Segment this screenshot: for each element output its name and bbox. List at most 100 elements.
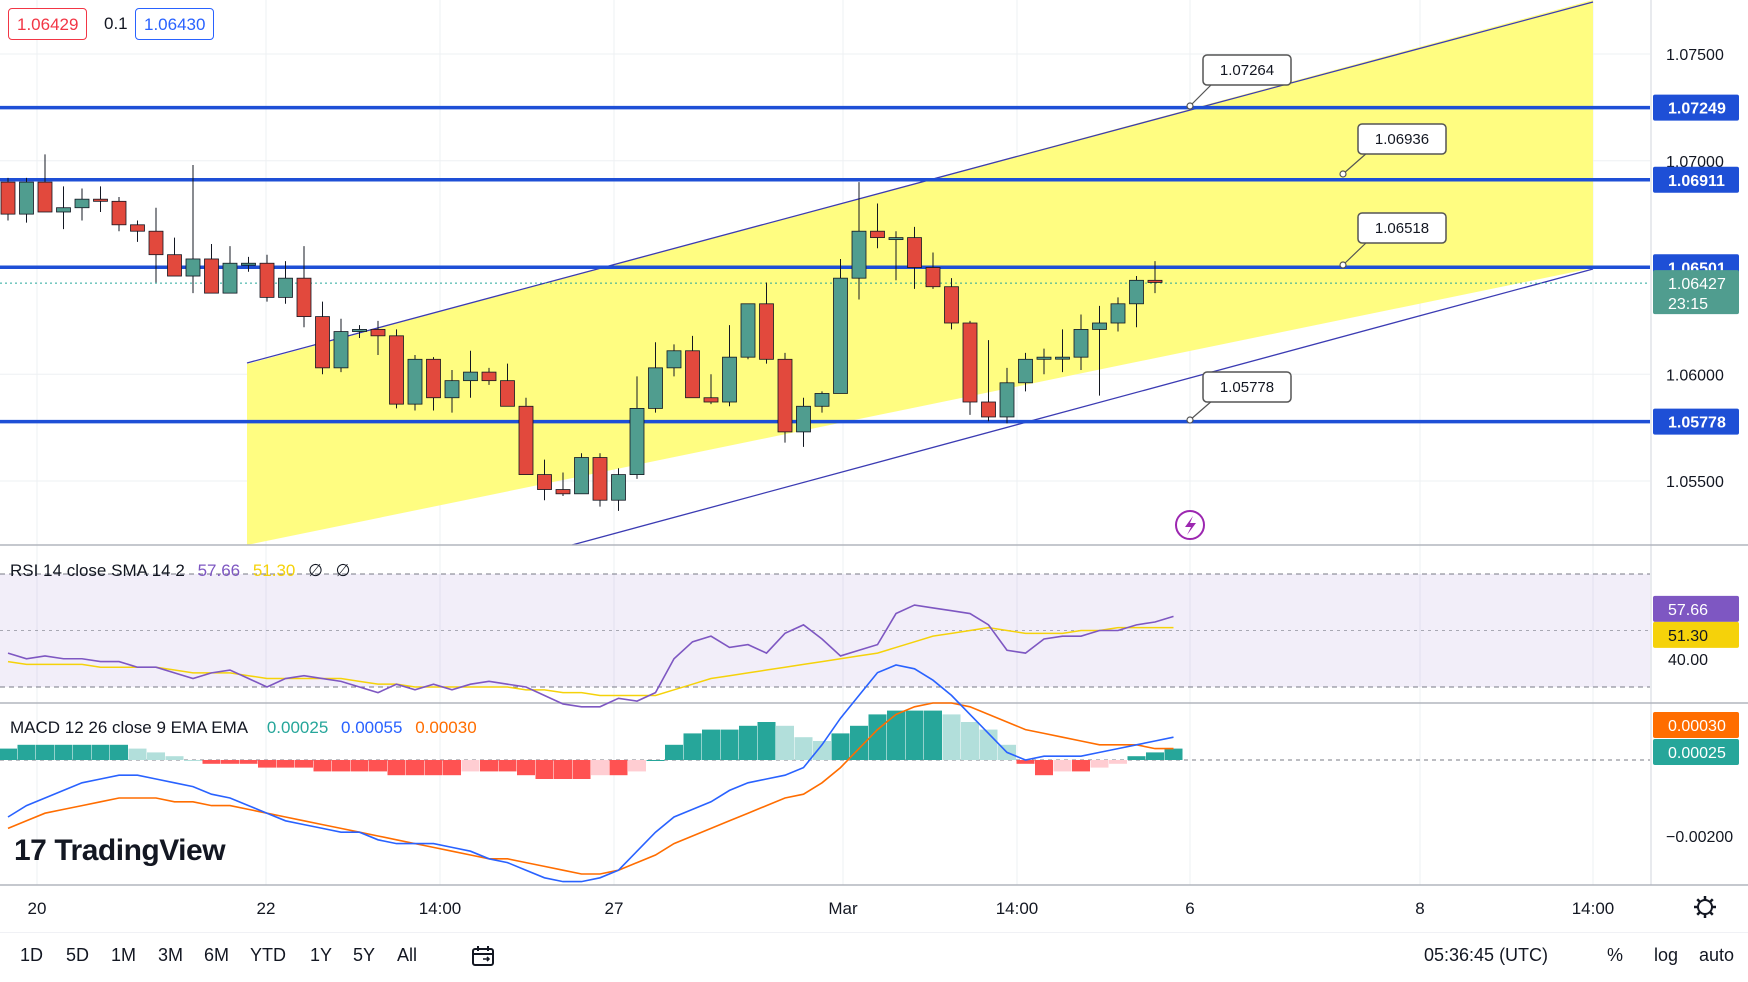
channel-upper-line (246, 1, 1594, 364)
time-axis-label: 8 (1415, 899, 1424, 918)
macd-histogram-bar (276, 760, 295, 768)
macd-signal-line (7, 702, 1174, 875)
rsi-legend-extra1: ∅ (308, 561, 323, 580)
candle-body (962, 322, 978, 403)
level-price-tag-label: 1.07249 (1668, 101, 1726, 118)
macd-legend-hist: 0.00025 (266, 718, 329, 737)
candle-body (481, 371, 497, 382)
settings-gear-icon[interactable] (1694, 896, 1716, 918)
macd-histogram-bar (110, 744, 128, 760)
tradingview-logo-mark: 17 (14, 834, 47, 867)
candle-body (1129, 279, 1144, 305)
timeframe-5d[interactable]: 5D (66, 945, 90, 965)
price-axis-label: 1.06000 (1666, 367, 1724, 384)
percent-scale-toggle[interactable]: % (1607, 945, 1624, 965)
candle-body (796, 405, 811, 433)
level-price-tag-label: 1.06911 (1668, 173, 1725, 190)
candle-body (648, 367, 663, 409)
callout-pointer (1342, 151, 1369, 175)
timeframe-all[interactable]: All (397, 945, 418, 965)
timeframe-1m[interactable]: 1M (111, 945, 137, 965)
macd-histogram-bar (813, 741, 831, 760)
candle-body (426, 358, 441, 399)
macd-histogram-bar (924, 710, 942, 760)
spread-value: 0.1 (100, 8, 132, 40)
candle-body (944, 286, 959, 324)
macd-histogram-bar (1127, 756, 1146, 760)
time-axis-label: 22 (257, 899, 276, 918)
timeframe-6m[interactable]: 6M (204, 945, 230, 965)
macd-histogram-bar (554, 760, 572, 779)
macd-histogram-bar (406, 760, 424, 776)
candle-body (611, 474, 626, 501)
timeframe-5y[interactable]: 5Y (353, 945, 376, 965)
candle-body (925, 267, 941, 288)
log-scale-toggle[interactable]: log (1654, 945, 1679, 965)
tradingview-logo-text: TradingView (54, 834, 226, 867)
macd-histogram-bar (628, 760, 646, 772)
last-price-tag (1653, 270, 1739, 315)
candle-body (592, 457, 608, 501)
time-axis-label: 14:00 (1572, 899, 1615, 918)
macd-histogram-bar (757, 722, 776, 760)
candle-body (833, 277, 848, 394)
macd-signal-tag-label: 0.00030 (1668, 718, 1726, 735)
macd-histogram-bar (517, 760, 535, 776)
macd-histogram-bar (683, 733, 702, 760)
macd-legend-signal: 0.00030 (415, 718, 477, 737)
timeframe-1y[interactable]: 1Y (310, 945, 333, 965)
macd-histogram-bar (646, 760, 665, 761)
macd-histogram-bar (535, 760, 554, 779)
callout-box (1202, 54, 1292, 86)
date-range-icon[interactable] (471, 945, 497, 969)
callout-box (1357, 212, 1447, 244)
bid-price-box[interactable]: 1.06429 (8, 8, 88, 40)
utc-clock[interactable]: 05:36:45 (UTC) (1424, 945, 1549, 965)
candle-body (1073, 329, 1089, 358)
candle-body (981, 401, 996, 418)
candle-body (999, 382, 1015, 418)
time-axis-label: 20 (28, 899, 47, 918)
macd-histogram-bar (794, 737, 813, 760)
macd-histogram-bar (36, 744, 54, 760)
candle-body (537, 474, 552, 490)
rsi-legend[interactable]: RSI 14 close SMA 14 2 57.66 51.30 ∅ ∅ (10, 561, 358, 581)
channel-lower-line (571, 268, 1594, 546)
macd-histogram-bar (591, 760, 609, 776)
candle-body (777, 358, 793, 433)
time-axis-label: 27 (605, 899, 624, 918)
timeframe-ytd[interactable]: YTD (250, 945, 286, 965)
price-axis-label: 1.07000 (1666, 154, 1724, 171)
candle-body (666, 350, 682, 369)
candle-body (352, 329, 367, 332)
macd-signal-tag (1653, 712, 1739, 738)
level-price-tag-label: 1.05778 (1668, 415, 1726, 432)
callout-anchor (1186, 102, 1194, 110)
tradingview-logo[interactable]: 17 TradingView (14, 834, 226, 868)
macd-histogram-bar (1109, 760, 1127, 764)
macd-histogram-bar (1053, 760, 1072, 772)
macd-legend[interactable]: MACD 12 26 close 9 EMA EMA 0.00025 0.000… (10, 718, 485, 738)
candle-body (1055, 356, 1070, 360)
macd-histogram-bar (850, 725, 868, 760)
auto-scale-toggle[interactable]: auto (1699, 945, 1735, 965)
timeframe-1d[interactable]: 1D (20, 945, 44, 965)
macd-histogram-bar (1164, 748, 1183, 760)
rsi-ma-tag-label: 51.30 (1668, 628, 1708, 645)
callout-pointer (1189, 399, 1214, 421)
candle-body (111, 200, 127, 226)
candle-body (167, 254, 182, 277)
macd-histogram-bar (480, 760, 498, 772)
rsi-axis-label: 40.00 (1668, 652, 1708, 669)
level-price-tag (1653, 94, 1739, 121)
candle-body (130, 224, 145, 232)
callout-label: 1.07264 (1220, 62, 1274, 79)
chart-canvas[interactable]: 1.07264 1.06936 1.06518 1.05778 1.07500 1.070… (0, 0, 1748, 933)
macd-histogram-bar (905, 710, 924, 760)
callout-box (1202, 371, 1292, 403)
callout-pointer (1342, 240, 1369, 266)
callout-anchor (1339, 261, 1347, 269)
timeframe-3m[interactable]: 3M (158, 945, 184, 965)
ask-price-box[interactable]: 1.06430 (135, 8, 215, 40)
candle-body (389, 335, 404, 405)
